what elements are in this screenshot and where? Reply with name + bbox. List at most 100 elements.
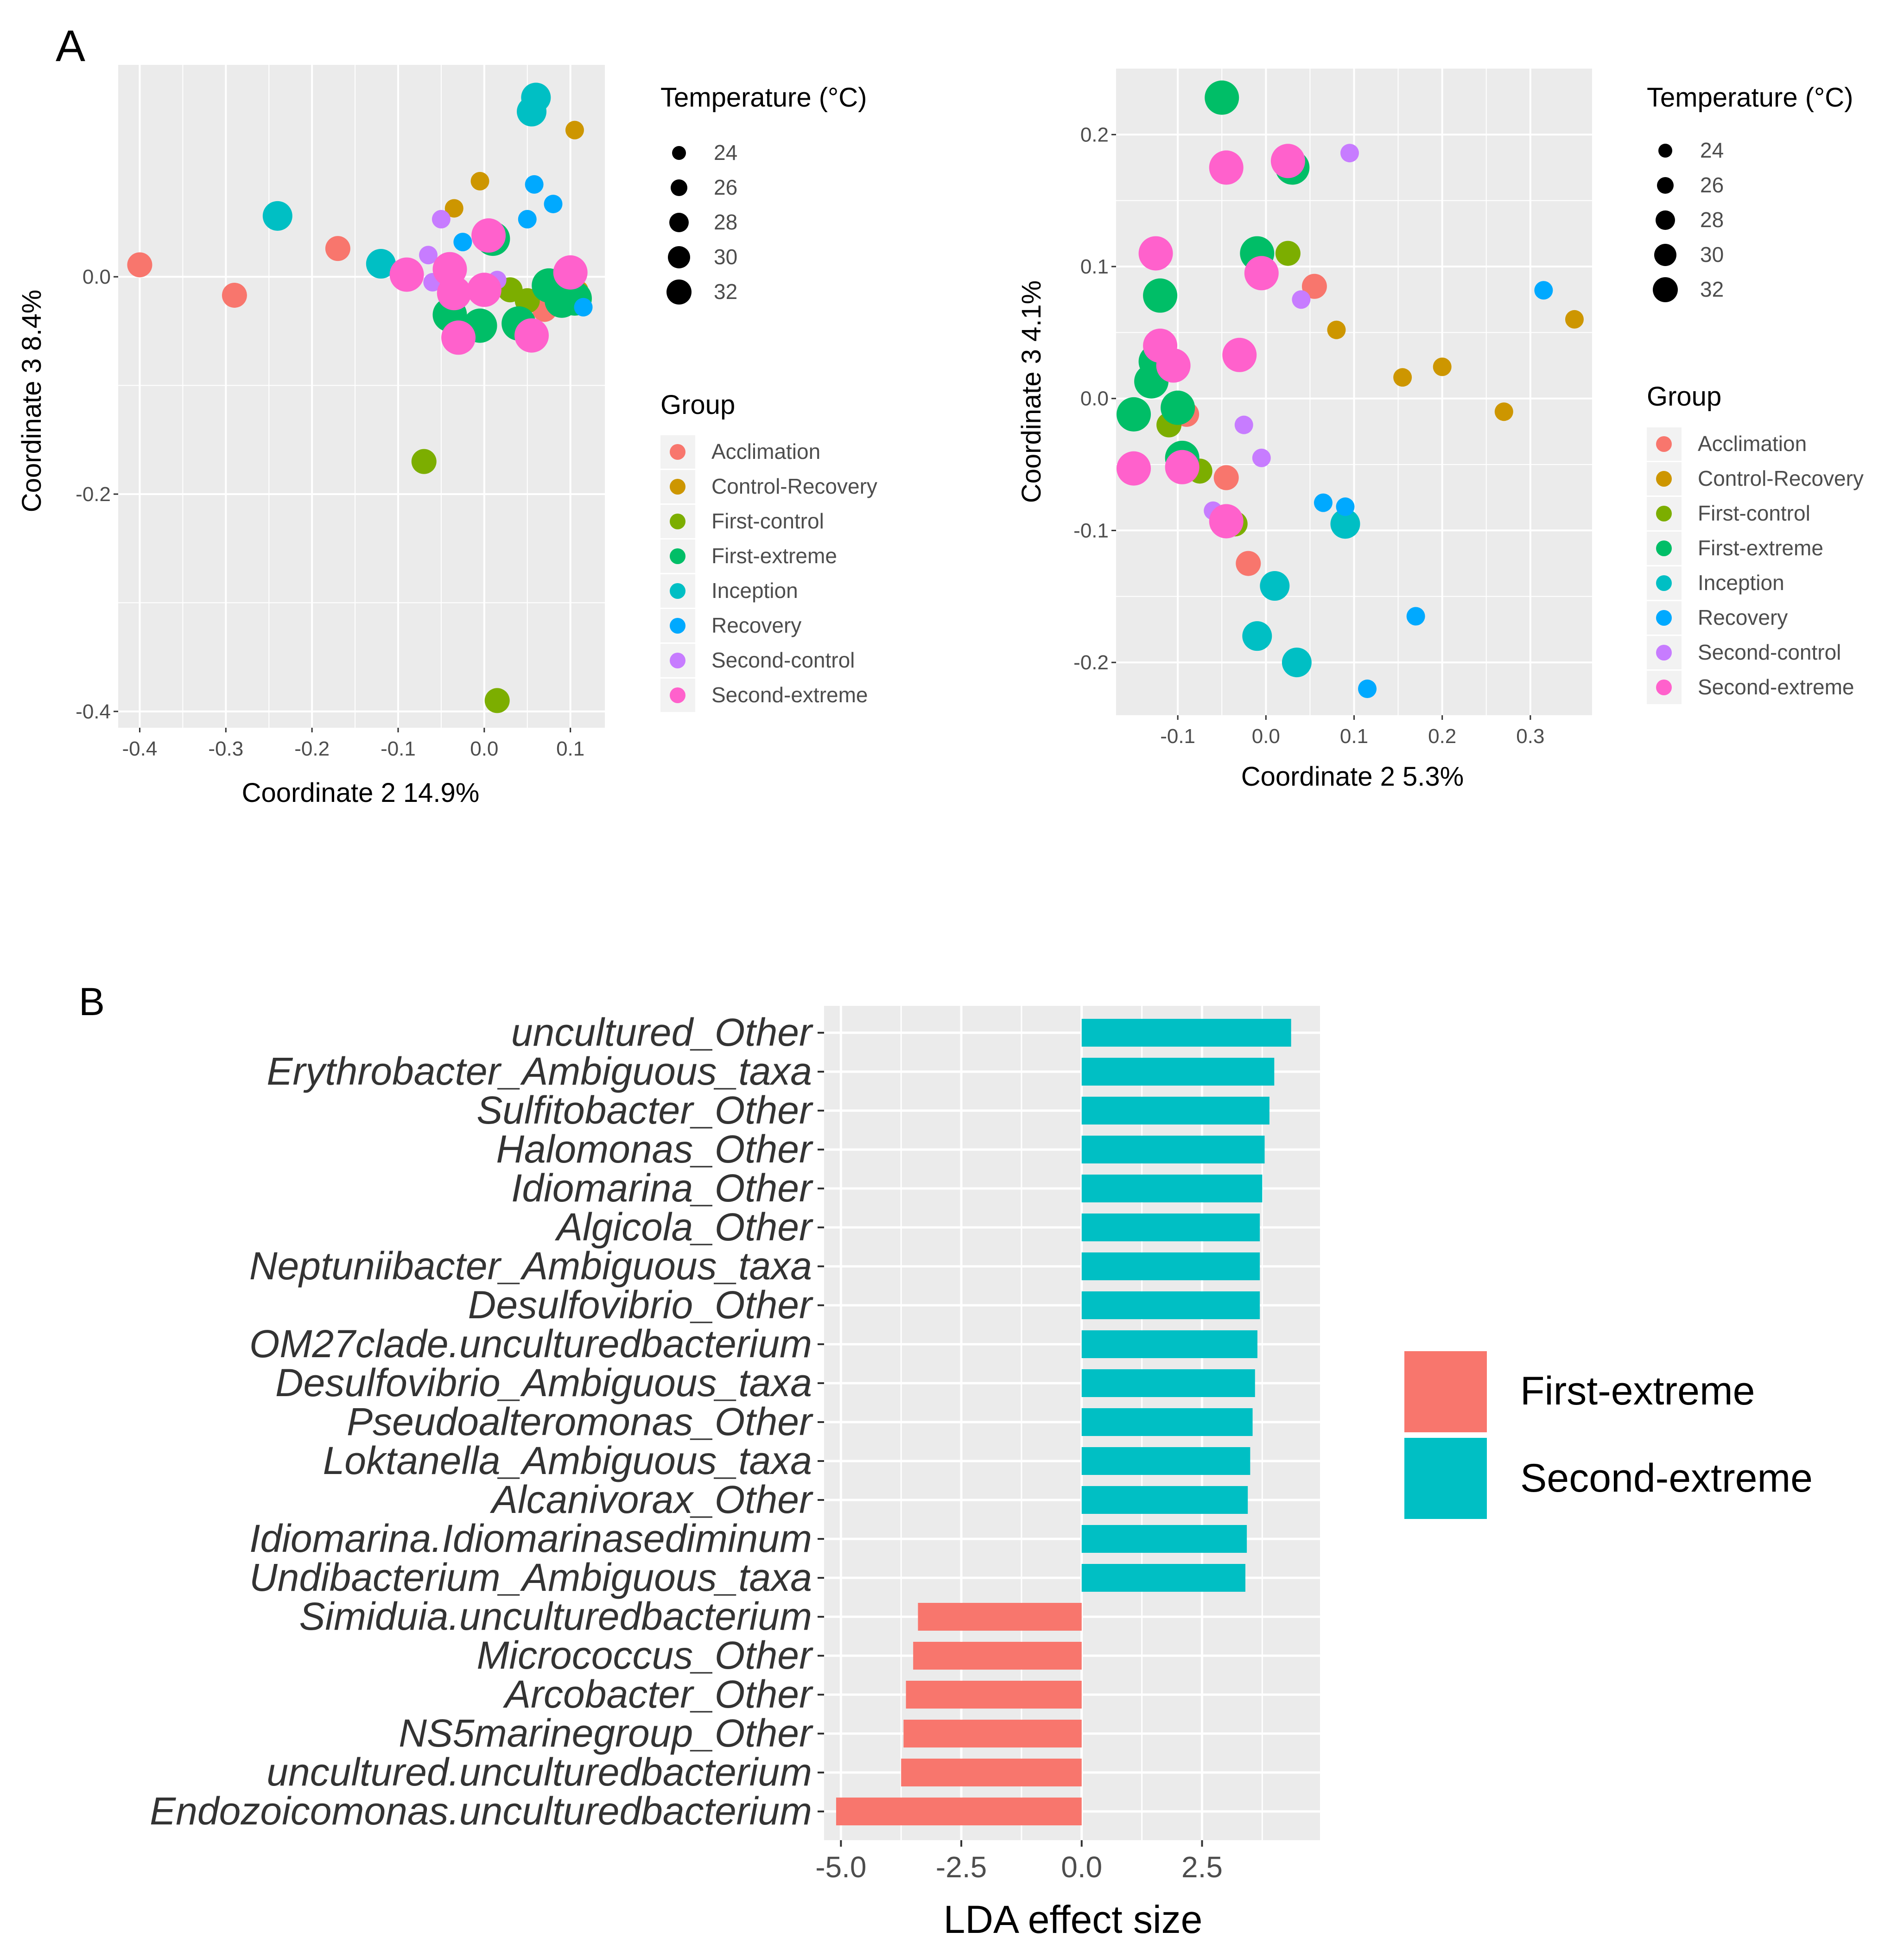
size-legend-label: 24 (714, 140, 737, 165)
point-second-extreme (471, 218, 506, 253)
group-legend-key-inception (1656, 575, 1672, 591)
point-second-extreme (437, 276, 471, 311)
size-legend-label: 28 (714, 210, 737, 234)
point-inception (1242, 621, 1272, 651)
point-second-extreme (514, 318, 549, 353)
x-tick-label: 0.0 (1061, 1850, 1102, 1884)
group-legend-key-second-control (670, 653, 685, 668)
x-tick-label: 0.1 (1340, 725, 1368, 748)
point-acclimation (1213, 465, 1239, 490)
y-tick-label: -0.2 (76, 483, 111, 506)
lda-legend-label-second-extreme: Second-extreme (1520, 1456, 1813, 1500)
point-second-extreme (1156, 348, 1191, 383)
lda-bar-undibacterium-ambiguous-taxa (1081, 1564, 1245, 1592)
group-legend-label-first-extreme: First-extreme (711, 544, 837, 568)
point-acclimation (127, 252, 152, 278)
lda-taxon-label: Neptuniibacter_Ambiguous_taxa (249, 1244, 812, 1288)
lda-taxon-label: uncultured.unculturedbacterium (267, 1750, 812, 1794)
pcoa-2-legend: Temperature (°C) 24 26 28 30 32 Group Acclim… (1647, 83, 1864, 704)
pcoa-2-x-axis-label: Coordinate 2 5.3% (1241, 762, 1464, 792)
lda-bar-sulfitobacter-other (1081, 1097, 1269, 1125)
point-inception (1282, 648, 1312, 678)
lda-legend-key-second-extreme (1404, 1438, 1487, 1519)
size-legend-key (1658, 144, 1672, 158)
point-control-recovery (444, 199, 463, 218)
point-recovery (1406, 607, 1425, 626)
lda-taxon-label: Endozoicomonas.unculturedbacterium (150, 1789, 812, 1833)
point-inception (262, 201, 292, 231)
lda-taxon-label: OM27clade.unculturedbacterium (249, 1322, 812, 1366)
group-legend-key-first-extreme (670, 548, 685, 564)
group-legend-key-first-control (1656, 506, 1672, 521)
size-legend-label: 26 (714, 175, 737, 199)
point-second-control (419, 246, 438, 265)
point-second-extreme (1209, 150, 1244, 185)
point-recovery (1314, 493, 1333, 512)
x-tick-label: 0.1 (556, 737, 584, 760)
lda-taxon-label: Micrococcus_Other (476, 1633, 813, 1677)
size-legend-key (1653, 277, 1678, 302)
pcoa-2-size-legend-title: Temperature (°C) (1647, 83, 1853, 113)
point-recovery (1336, 497, 1355, 516)
point-inception (517, 96, 547, 127)
lda-taxon-label: NS5marinegroup_Other (399, 1711, 813, 1755)
size-legend-key (668, 246, 690, 268)
point-first-control (484, 688, 510, 713)
lda-legend-label-first-extreme: First-extreme (1520, 1369, 1755, 1413)
group-legend-label-second-control: Second-control (1698, 640, 1841, 664)
size-legend-label: 24 (1700, 138, 1724, 162)
pcoa-1-group-legend-title: Group (660, 390, 735, 420)
group-legend-key-inception (670, 583, 685, 599)
group-legend-key-acclimation (1656, 436, 1672, 452)
point-acclimation (1301, 273, 1327, 299)
size-legend-label: 26 (1700, 173, 1724, 197)
group-legend-key-control-recovery (670, 479, 685, 495)
lda-bar-neptuniibacter-ambiguous-taxa (1081, 1252, 1260, 1280)
group-legend-label-control-recovery: Control-Recovery (1698, 466, 1864, 490)
size-legend-key (669, 213, 689, 232)
size-legend-key (671, 179, 687, 196)
size-legend-label: 30 (1700, 242, 1724, 267)
point-second-control (1234, 415, 1253, 434)
pcoa-1-size-legend-title: Temperature (°C) (660, 83, 867, 113)
x-tick-label: 0.0 (470, 737, 498, 760)
point-second-extreme (1270, 144, 1305, 178)
lda-bar-uncultured-other (1081, 1019, 1291, 1047)
point-first-extreme (1117, 397, 1151, 432)
x-tick-label: 0.0 (1252, 725, 1280, 748)
lda-taxon-label: Sulfitobacter_Other (476, 1088, 813, 1132)
point-second-extreme (1222, 337, 1257, 372)
group-legend-key-first-extreme (1656, 540, 1672, 556)
point-first-extreme (1143, 278, 1178, 313)
size-legend-label: 32 (714, 280, 737, 304)
lda-bar-chart: uncultured_OtherErythrobacter_Ambiguous_… (150, 1006, 1320, 1941)
pcoa-2-x-ticks: -0.1 0.0 0.1 0.2 0.3 (1160, 715, 1544, 748)
lda-taxon-label: Desulfovibrio_Other (468, 1283, 813, 1327)
lda-bar-desulfovibrio-other (1081, 1291, 1260, 1319)
group-legend-label-acclimation: Acclimation (1698, 432, 1807, 456)
lda-bar-pseudoalteromonas-other (1081, 1408, 1253, 1436)
y-tick-label: 0.2 (1080, 123, 1109, 146)
point-recovery (525, 175, 544, 194)
size-legend-key (666, 280, 692, 305)
pcoa-1-legend: Temperature (°C) 24 26 28 30 32 Group Acclim… (660, 83, 877, 712)
group-legend-key-control-recovery (1656, 471, 1672, 487)
panel-b-label: B (79, 980, 105, 1023)
point-control-recovery (1494, 402, 1513, 421)
point-recovery (574, 298, 593, 317)
group-legend-label-first-extreme: First-extreme (1698, 536, 1823, 560)
point-recovery (1534, 281, 1553, 300)
point-second-extreme (1209, 504, 1244, 539)
point-second-extreme (553, 255, 588, 290)
group-legend-key-first-control (670, 514, 685, 529)
y-tick-label: 0.0 (83, 266, 111, 288)
lda-taxon-label: uncultured_Other (511, 1010, 813, 1054)
group-legend-key-second-extreme (670, 687, 685, 703)
y-tick-label: 0.1 (1080, 255, 1109, 278)
lda-taxon-label: Undibacterium_Ambiguous_taxa (249, 1556, 812, 1599)
point-second-extreme (467, 273, 501, 307)
group-legend-label-recovery: Recovery (1698, 605, 1788, 629)
pcoa-1-x-axis-label: Coordinate 2 14.9% (242, 778, 480, 808)
point-second-extreme (1138, 236, 1173, 271)
